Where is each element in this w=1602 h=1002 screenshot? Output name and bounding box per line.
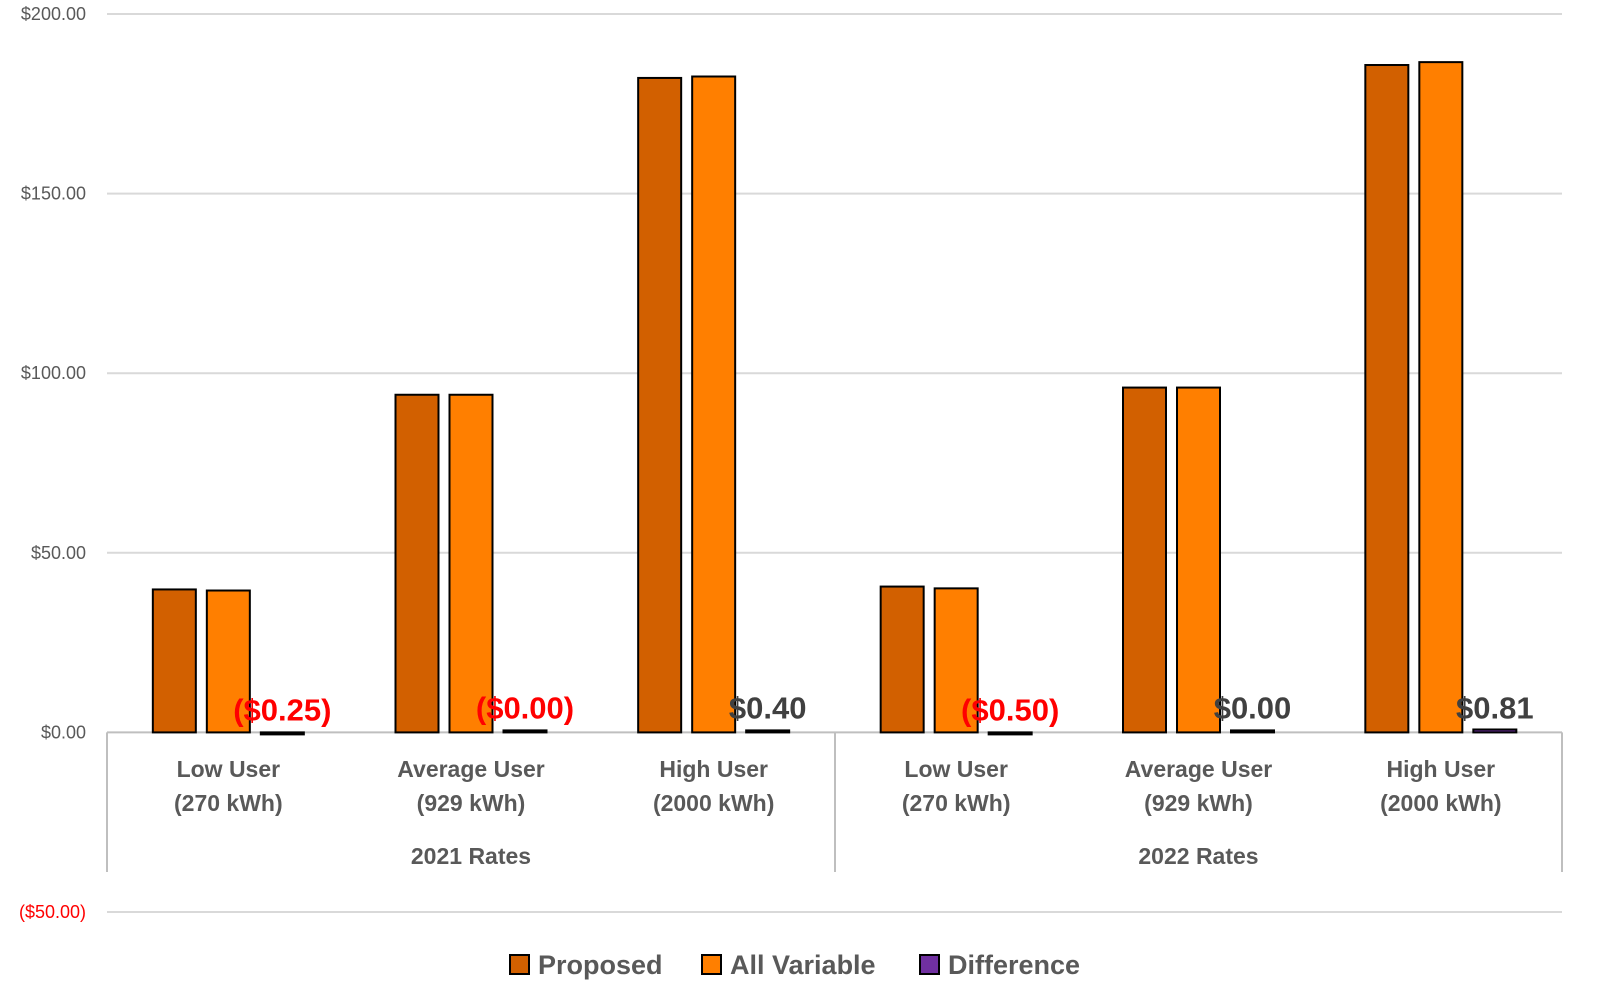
data-label: ($0.50) — [961, 692, 1059, 727]
category-label: Average User — [397, 756, 545, 782]
data-label: $0.40 — [729, 690, 807, 725]
category-sublabel: (270 kWh) — [902, 790, 1011, 816]
bars — [151, 61, 1518, 736]
legend-swatch — [919, 954, 940, 975]
category-sublabel: (2000 kWh) — [653, 790, 774, 816]
bar-difference — [1472, 728, 1518, 734]
legend-label: Difference — [948, 950, 1080, 980]
category-label: Average User — [1125, 756, 1273, 782]
category-label: High User — [1387, 756, 1496, 782]
bar-difference — [259, 731, 305, 736]
x-axis: Low User (270 kWh) Average User (929 kWh) Hi… — [106, 731, 1563, 872]
y-axis: $200.00 $150.00 $100.00 $50.00 $0.00 ($50.00) — [19, 4, 86, 922]
bar-difference — [502, 729, 548, 734]
bar-all-variable — [205, 589, 251, 734]
y-tick-label: $50.00 — [31, 543, 86, 563]
legend-swatch — [509, 954, 530, 975]
legend-label: All Variable — [730, 950, 876, 980]
category-sublabel: (929 kWh) — [1144, 790, 1253, 816]
y-tick-label: $150.00 — [21, 184, 86, 204]
bar-proposed — [637, 76, 683, 734]
bar-proposed — [1122, 386, 1167, 734]
y-tick-label: $0.00 — [41, 722, 86, 742]
bar-proposed — [879, 585, 925, 734]
category-sublabel: (2000 kWh) — [1380, 790, 1501, 816]
data-label: ($0.00) — [476, 690, 574, 725]
data-labels: ($0.25) ($0.00) $0.40 ($0.50) $0.00 $0.81 — [233, 690, 1533, 727]
bar-all-variable — [933, 587, 979, 734]
category-label: Low User — [177, 756, 281, 782]
group-label: 2021 Rates — [411, 843, 531, 869]
y-tick-label: $100.00 — [21, 363, 86, 383]
group-label: 2022 Rates — [1138, 843, 1258, 869]
bar-all-variable — [448, 393, 494, 734]
legend: Proposed All Variable Difference — [509, 950, 1080, 980]
data-label: $0.00 — [1214, 690, 1292, 725]
category-label: High User — [659, 756, 768, 782]
y-tick-label: ($50.00) — [19, 902, 86, 922]
category-sublabel: (929 kWh) — [417, 790, 526, 816]
gridlines — [107, 13, 1562, 913]
data-label: ($0.25) — [233, 692, 331, 727]
category-sublabel: (270 kWh) — [174, 790, 283, 816]
y-tick-label: $200.00 — [21, 4, 86, 24]
legend-label: Proposed — [538, 950, 663, 980]
bar-proposed — [394, 393, 440, 734]
bar-proposed — [151, 588, 197, 734]
data-label: $0.81 — [1456, 690, 1534, 725]
bar-difference — [987, 731, 1033, 736]
category-label: Low User — [904, 756, 1008, 782]
bar-all-variable — [1176, 386, 1221, 734]
bar-proposed — [1364, 64, 1410, 734]
legend-swatch — [701, 954, 722, 975]
bar-all-variable — [1418, 61, 1464, 734]
bar-all-variable — [691, 75, 737, 734]
bar-difference — [745, 729, 791, 734]
bar-difference — [1230, 729, 1275, 734]
